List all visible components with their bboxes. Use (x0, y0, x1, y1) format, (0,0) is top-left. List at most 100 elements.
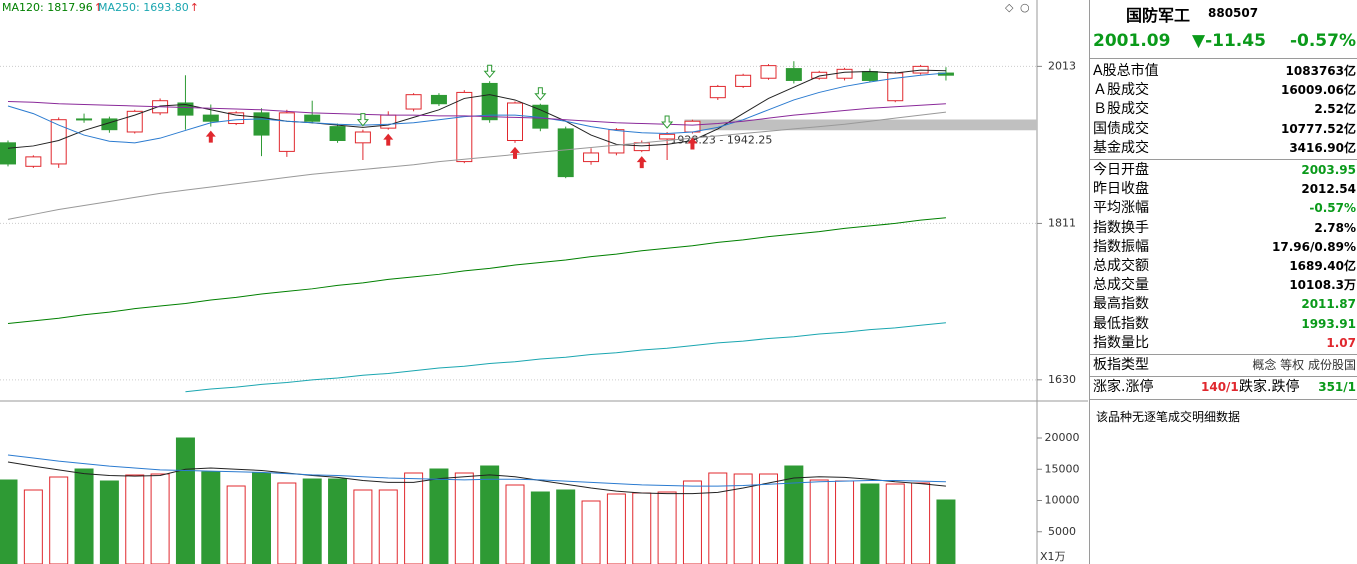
info-value: 10108.3万 (1289, 278, 1356, 293)
info-row: Ａ股成交 16009.06亿 (1093, 81, 1356, 100)
info-label: 平均涨幅 (1093, 200, 1149, 217)
info-row: 基金成交 3416.90亿 (1093, 139, 1356, 158)
candle-body (380, 114, 397, 129)
up-value: 140/1 (1201, 380, 1239, 394)
index-code: 880507 (1208, 6, 1259, 20)
candle-body (430, 94, 447, 105)
candle-body (25, 156, 42, 167)
candle-body (557, 128, 574, 178)
volume-bar (505, 484, 525, 564)
volume-bar (708, 472, 728, 564)
volume-bar (454, 472, 474, 564)
volume-bar (556, 489, 576, 564)
candle-body (785, 68, 802, 81)
info-label: 指数振幅 (1093, 238, 1149, 255)
volume-bar (175, 437, 195, 564)
y-tick-label: 2013 (1048, 59, 1076, 72)
info-value: -0.57% (1309, 201, 1356, 216)
info-value: 3416.90亿 (1289, 140, 1356, 155)
info-value: 1993.91 (1301, 316, 1356, 331)
candle-body (836, 68, 853, 79)
ma-line (7, 72, 946, 144)
volume-bar (759, 473, 778, 564)
volume-bar (125, 474, 145, 564)
unit-label: X1万 (1040, 550, 1066, 563)
volume-bar (429, 468, 449, 564)
buy-signal (383, 133, 394, 146)
info-value: 1.07 (1326, 335, 1356, 350)
legend-arrow: ↑ (190, 1, 199, 14)
candle-body (202, 114, 219, 122)
info-label: 今日开盘 (1093, 162, 1149, 178)
buy-signal (205, 130, 216, 143)
info-row: 总成交量 10108.3万 (1093, 276, 1356, 295)
up-label: 涨家.涨停 (1093, 379, 1154, 395)
type-label: 板指类型 (1093, 357, 1149, 373)
info-value: 1083763亿 (1285, 64, 1356, 78)
info-value: 2011.87 (1301, 297, 1356, 312)
buy-signal (687, 137, 698, 150)
separator (1090, 58, 1357, 59)
volume-bar (480, 465, 500, 564)
candle-body (481, 82, 498, 121)
y-tick-label: 1630 (1048, 373, 1076, 386)
volume-bar (682, 480, 702, 564)
legend-arrow: ↑ (94, 1, 103, 14)
volume-bar (49, 476, 69, 564)
range-band (684, 119, 1037, 131)
candle-body (684, 120, 701, 133)
candle-body (76, 118, 93, 121)
info-value: 2012.54 (1301, 182, 1356, 197)
volume-bar (581, 500, 601, 564)
volume-bar (632, 492, 652, 564)
buy-signal (636, 156, 647, 169)
info-label: 最低指数 (1093, 315, 1149, 332)
volume-bar (23, 489, 43, 564)
info-label: Ｂ股成交 (1093, 101, 1149, 118)
candle-body (101, 118, 118, 131)
candle-body (507, 102, 523, 141)
y-tick-label: 10000 (1045, 494, 1080, 507)
index-title: 国防军工 (1126, 6, 1191, 25)
change-pct: -0.57% (1289, 31, 1356, 51)
info-label: 国债成交 (1093, 120, 1149, 137)
ma-line (7, 217, 946, 324)
volume-bar (784, 465, 804, 564)
volume-bar (733, 473, 753, 564)
separator (1090, 354, 1357, 355)
note: 该品种无逐笔成交明细数据 (1096, 410, 1241, 424)
volume-bar (74, 468, 94, 564)
info-label: 昨日收盘 (1093, 181, 1149, 198)
y-tick-label: 5000 (1048, 525, 1076, 538)
candle-body (583, 152, 600, 163)
info-label: A股总市值 (1093, 63, 1159, 79)
volume-bar (530, 491, 550, 564)
candle-body (177, 102, 194, 116)
candle-body (354, 131, 371, 144)
legend-entry: MA250: 1693.80 (98, 1, 189, 14)
quote-panel: 国防军工 880507 2001.09 ▼-11.45 -0.57% A股总市值… (1089, 0, 1357, 564)
info-value: 10777.52亿 (1280, 121, 1356, 136)
volume-bar (328, 478, 348, 564)
info-row: 指数量比 1.07 (1093, 334, 1356, 353)
candle-body (405, 94, 422, 110)
info-label: 指数换手 (1093, 219, 1149, 236)
candle-body (304, 114, 321, 122)
circle-icon[interactable]: ○ (1020, 1, 1030, 14)
candle-body (126, 110, 143, 133)
info-row: 总成交额 1689.40亿 (1093, 257, 1356, 276)
down-label: 跌家.跌停 (1239, 379, 1300, 395)
info-value: 1689.40亿 (1289, 259, 1356, 273)
candle-body (253, 112, 270, 136)
info-value: 2.52亿 (1314, 102, 1356, 117)
candle-body (0, 142, 16, 165)
volume-bar (936, 499, 956, 564)
info-label: 基金成交 (1093, 139, 1149, 156)
info-row: 最高指数 2011.87 (1093, 295, 1356, 314)
diamond-icon[interactable]: ◇ (1005, 1, 1014, 14)
volume-bar (353, 489, 373, 564)
info-label: 指数量比 (1093, 334, 1149, 351)
price: 2001.09 (1093, 31, 1171, 51)
advance-row: 涨家.涨停 140/1 跌家.跌停 351/1 (1093, 378, 1356, 397)
candle-body (760, 65, 777, 79)
